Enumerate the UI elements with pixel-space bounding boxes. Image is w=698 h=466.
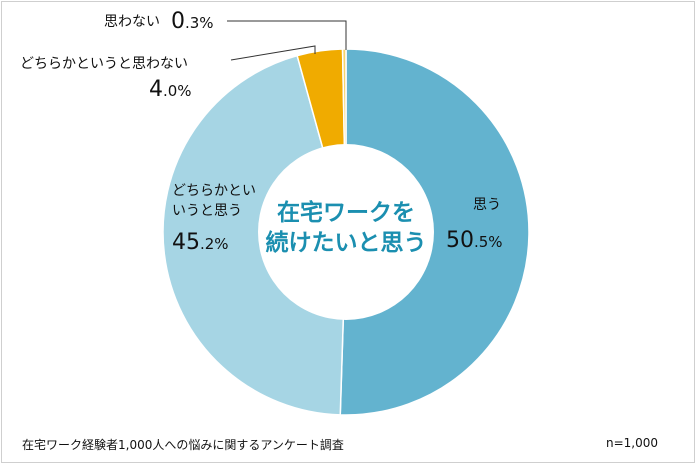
label-dochiraka-omou-line2: いうと思う [172,203,242,219]
label-dochiraka-omou-line1: どちらかとい [172,183,256,199]
sample-size: n=1,000 [606,436,659,450]
label-dochiraka-omowanai-value: 4.0% [149,77,192,102]
label-omowanai-value: 0.3% [171,9,214,34]
center-title-line2: 続けたいと思う [266,229,427,256]
donut-hole [258,144,434,320]
slice-dochiraka-omou [162,54,347,416]
slices-group [162,48,530,416]
center-title-line1: 在宅ワークを [277,199,415,226]
label-dochiraka-omowanai-name: どちらかというと思わない [20,56,188,72]
survey-source: 在宅ワーク経験者1,000人への悩みに関するアンケート調査 [22,438,344,452]
slice-omou [339,48,530,416]
leader-line-omowanai [227,20,347,50]
label-omou-name: 思う [473,197,501,213]
label-omowanai-name: 思わない [104,14,160,30]
leader-line-dochiraka-omowanai [230,45,316,61]
label-dochiraka-omou-value: 45.2% [172,230,229,255]
label-omou-value: 50.5% [446,228,503,253]
